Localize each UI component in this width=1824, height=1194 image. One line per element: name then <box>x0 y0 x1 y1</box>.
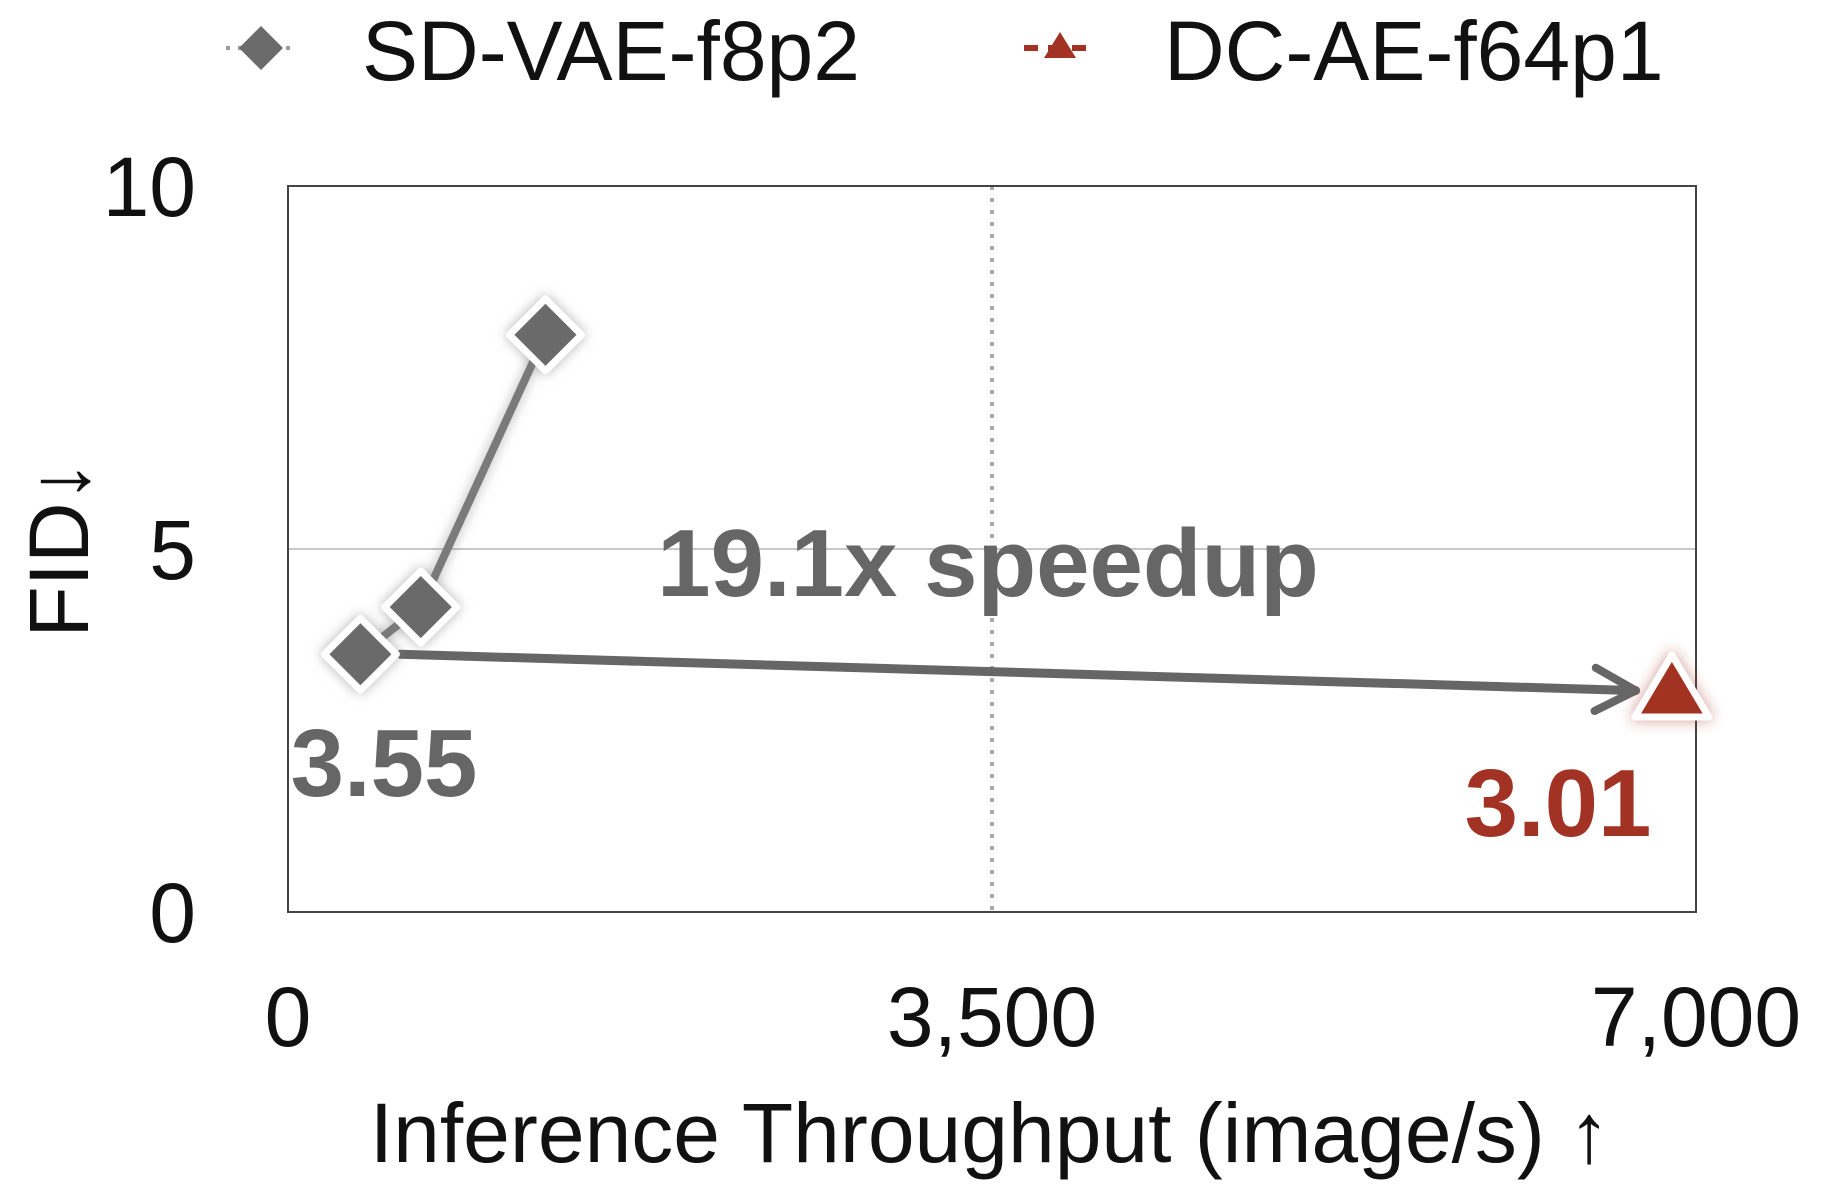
y-axis-ticks: 0 5 10 <box>103 140 196 960</box>
y-tick-label-2: 10 <box>103 140 196 234</box>
series-0-diamond-point-1 <box>381 567 461 647</box>
x-axis-ticks: 0 3,500 7,000 <box>265 970 1801 1064</box>
legend-dc-ae-triangle-marker <box>1044 32 1076 58</box>
speedup-annotation: 19.1x speedup <box>657 510 1319 617</box>
series-0 <box>320 295 585 694</box>
legend-sd-vae-label: SD-VAE-f8p2 <box>362 4 860 98</box>
baseline-fid-label: 3.55 <box>291 710 478 817</box>
legend-item-sd-vae: SD-VAE-f8p2 <box>226 4 860 98</box>
series-0-diamond-point-0 <box>320 614 400 694</box>
y-tick-label-1: 5 <box>149 503 196 597</box>
y-tick-label-0: 0 <box>149 866 196 960</box>
x-axis-title: Inference Throughput (image/s) ↑ <box>370 1086 1610 1180</box>
legend-item-dc-ae: DC-AE-f64p1 <box>1024 4 1664 98</box>
x-tick-label-2: 7,000 <box>1591 970 1801 1064</box>
y-axis-title: FID↓ <box>12 460 106 637</box>
speedup-arrow <box>396 649 1641 716</box>
legend-dc-ae-label: DC-AE-f64p1 <box>1164 4 1664 98</box>
legend-sd-vae-diamond-marker <box>239 26 283 70</box>
plot-area-frame <box>287 185 1697 913</box>
dc-ae-fid-label: 3.01 <box>1465 750 1652 857</box>
grid <box>288 186 1696 912</box>
series-1 <box>1631 651 1713 721</box>
legend: SD-VAE-f8p2 DC-AE-f64p1 <box>226 4 1664 98</box>
x-tick-label-0: 0 <box>265 970 312 1064</box>
annotations-layer: 19.1x speedup 3.55 3.01 <box>291 510 1652 857</box>
series-1-triangle-point-0 <box>1631 651 1713 721</box>
series-layer <box>320 295 1713 721</box>
x-tick-label-1: 3,500 <box>887 970 1097 1064</box>
series-0-diamond-point-2 <box>505 295 585 375</box>
